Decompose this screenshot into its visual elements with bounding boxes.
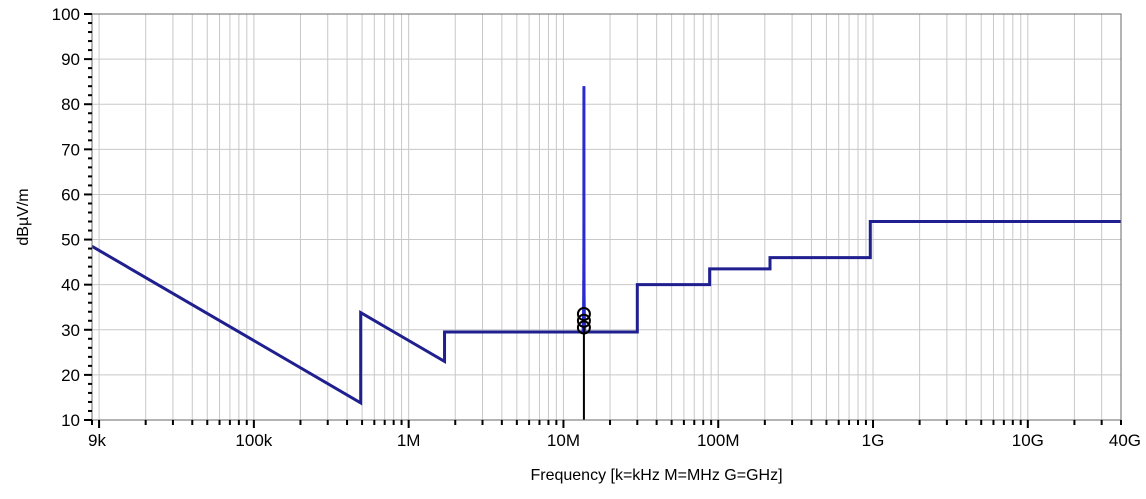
y-tick-label: 20 xyxy=(61,366,80,385)
marker-layer xyxy=(576,306,591,420)
y-tick-label: 100 xyxy=(52,5,80,24)
y-tick-label: 90 xyxy=(61,50,80,69)
marker-circle xyxy=(576,306,591,321)
x-tick-label: 100k xyxy=(235,431,272,450)
marker-circle xyxy=(576,320,591,335)
x-tick-label: 10G xyxy=(1012,431,1044,450)
marker-circle xyxy=(576,313,591,328)
y-tick-label: 10 xyxy=(61,411,80,430)
y-tick-labels: 10 20 30 40 50 60 70 80 90 100 xyxy=(52,5,80,430)
x-tick-label: 1G xyxy=(862,431,885,450)
x-tick-label: 40G xyxy=(1109,431,1141,450)
axis-ticks xyxy=(84,13,1122,428)
y-axis-title: dBµV/m xyxy=(15,188,32,245)
y-tick-label: 50 xyxy=(61,231,80,250)
y-tick-label: 40 xyxy=(61,276,80,295)
y-tick-label: 70 xyxy=(61,140,80,159)
x-axis-title: Frequency [k=kHz M=MHz G=GHz] xyxy=(530,467,782,484)
x-tick-labels: 9k 100k 1M 10M 100M 1G 10G 40G xyxy=(88,431,1141,450)
x-tick-label: 9k xyxy=(88,431,106,450)
x-tick-label: 1M xyxy=(397,431,421,450)
plot-area xyxy=(92,14,1121,420)
y-tick-label: 80 xyxy=(61,95,80,114)
y-tick-label: 60 xyxy=(61,185,80,204)
x-tick-label: 100M xyxy=(697,431,740,450)
y-tick-label: 30 xyxy=(61,321,80,340)
series-line-1 xyxy=(91,220,1121,406)
series-line-2 xyxy=(581,86,587,333)
x-tick-label: 10M xyxy=(547,431,580,450)
plot-frame xyxy=(91,13,1122,421)
